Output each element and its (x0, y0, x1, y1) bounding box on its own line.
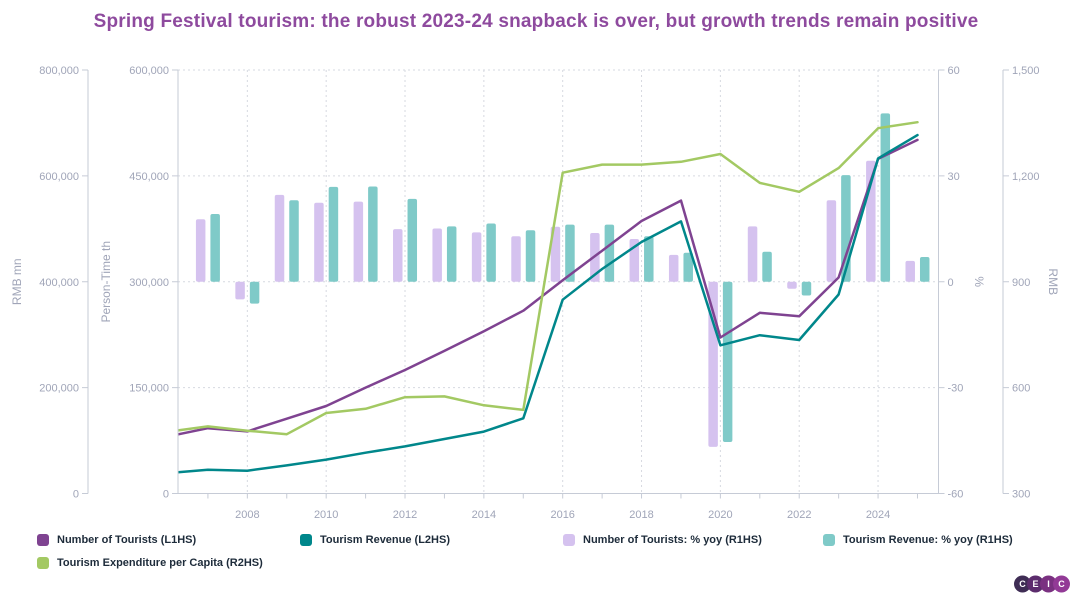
legend-swatch-teal (300, 534, 312, 546)
legend-label: Tourism Revenue (L2HS) (320, 534, 450, 546)
legend-item-expenditure-per-capita[interactable]: Tourism Expenditure per Capita (R2HS) (37, 555, 263, 571)
series-lines (178, 120, 919, 474)
chart-title: Spring Festival tourism: the robust 2023… (93, 11, 979, 32)
svg-text:0: 0 (948, 277, 954, 289)
legend-label: Tourism Expenditure per Capita (R2HS) (57, 557, 263, 569)
svg-text:C: C (1019, 579, 1026, 589)
x-tick-label: 2010 (314, 509, 338, 521)
svg-text:0: 0 (73, 489, 79, 501)
svg-text:60: 60 (948, 65, 960, 77)
legend-label: Number of Tourists: % yoy (R1HS) (583, 534, 762, 546)
svg-text:200,000: 200,000 (39, 383, 79, 395)
logo-circle-i2: I (1040, 575, 1057, 593)
svg-text:-60: -60 (948, 489, 964, 501)
axis-title-rmb_mn: RMB mn (10, 258, 24, 305)
line-2 (178, 120, 919, 436)
logo-circle-c3: C (1053, 575, 1070, 593)
svg-text:I: I (1047, 579, 1050, 589)
yoy-bars (195, 113, 930, 447)
chart-legend: Number of Tourists (L1HS) Tourism Revenu… (0, 529, 1072, 579)
svg-text:1,500: 1,500 (1012, 65, 1040, 77)
svg-text:300: 300 (1012, 489, 1030, 501)
x-tick-label: 2012 (393, 509, 417, 521)
svg-text:0: 0 (163, 489, 169, 501)
legend-item-tourists-yoy[interactable]: Number of Tourists: % yoy (R1HS) (563, 532, 762, 548)
legend-item-tourism-revenue[interactable]: Tourism Revenue (L2HS) (300, 532, 450, 548)
svg-text:400,000: 400,000 (39, 277, 79, 289)
bar-series-0 (195, 160, 915, 447)
svg-text:300,000: 300,000 (129, 277, 169, 289)
svg-text:-30: -30 (948, 383, 964, 395)
svg-text:900: 900 (1012, 277, 1030, 289)
legend-label: Tourism Revenue: % yoy (R1HS) (843, 534, 1013, 546)
axis-title-rmb: RMB (1046, 268, 1060, 295)
svg-text:150,000: 150,000 (129, 383, 169, 395)
line-1 (178, 133, 919, 474)
x-tick-label: 2020 (708, 509, 732, 521)
logo-circle-e1: E (1027, 575, 1044, 593)
legend-swatch-green (37, 557, 49, 569)
legend-swatch-light-teal (823, 534, 835, 546)
svg-text:800,000: 800,000 (39, 65, 79, 77)
svg-text:600,000: 600,000 (39, 171, 79, 183)
logo-circle-c0: C (1014, 575, 1031, 593)
svg-text:E: E (1032, 579, 1038, 589)
svg-text:600,000: 600,000 (129, 65, 169, 77)
legend-item-number-of-tourists[interactable]: Number of Tourists (L1HS) (37, 532, 196, 548)
svg-text:C: C (1058, 579, 1065, 589)
legend-swatch-light-purple (563, 534, 575, 546)
svg-text:450,000: 450,000 (129, 171, 169, 183)
tourism-combo-chart: 0 200,000 400,000 600,000 800,000 RMB mn 0 150,… (10, 65, 1060, 521)
svg-text:30: 30 (948, 171, 960, 183)
x-tick-label: 2022 (787, 509, 811, 521)
axis-person_time_th: 0 150,000 300,000 450,000 600,000 Person-Time… (99, 65, 179, 501)
axis-rmb_mn: 0 200,000 400,000 600,000 800,000 RMB mn (10, 65, 89, 501)
axis-pct: -60 -30 0 30 60% (938, 65, 986, 501)
x-tick-label: 2014 (472, 509, 496, 521)
x-tick-label: 2008 (235, 509, 259, 521)
h-gridlines (178, 69, 939, 389)
legend-label: Number of Tourists (L1HS) (57, 534, 197, 546)
x-tick-label: 2024 (866, 509, 890, 521)
axis-rmb: 300 600 900 1,200 1,500 RMB (1002, 65, 1060, 501)
svg-text:1,200: 1,200 (1012, 171, 1040, 183)
x-tick-label: 2016 (550, 509, 574, 521)
legend-item-revenue-yoy[interactable]: Tourism Revenue: % yoy (R1HS) (823, 532, 1013, 548)
legend-swatch-purple (37, 534, 49, 546)
x-tick-label: 2018 (629, 509, 653, 521)
axis-title-person_time_th: Person-Time th (99, 241, 113, 323)
axis-title-pct: % (972, 276, 986, 287)
svg-text:600: 600 (1012, 383, 1030, 395)
x-axis: 2008 2010 2012 2014 2016 2018 2020 2022 2024 (178, 493, 939, 521)
v-gridlines (246, 70, 879, 494)
